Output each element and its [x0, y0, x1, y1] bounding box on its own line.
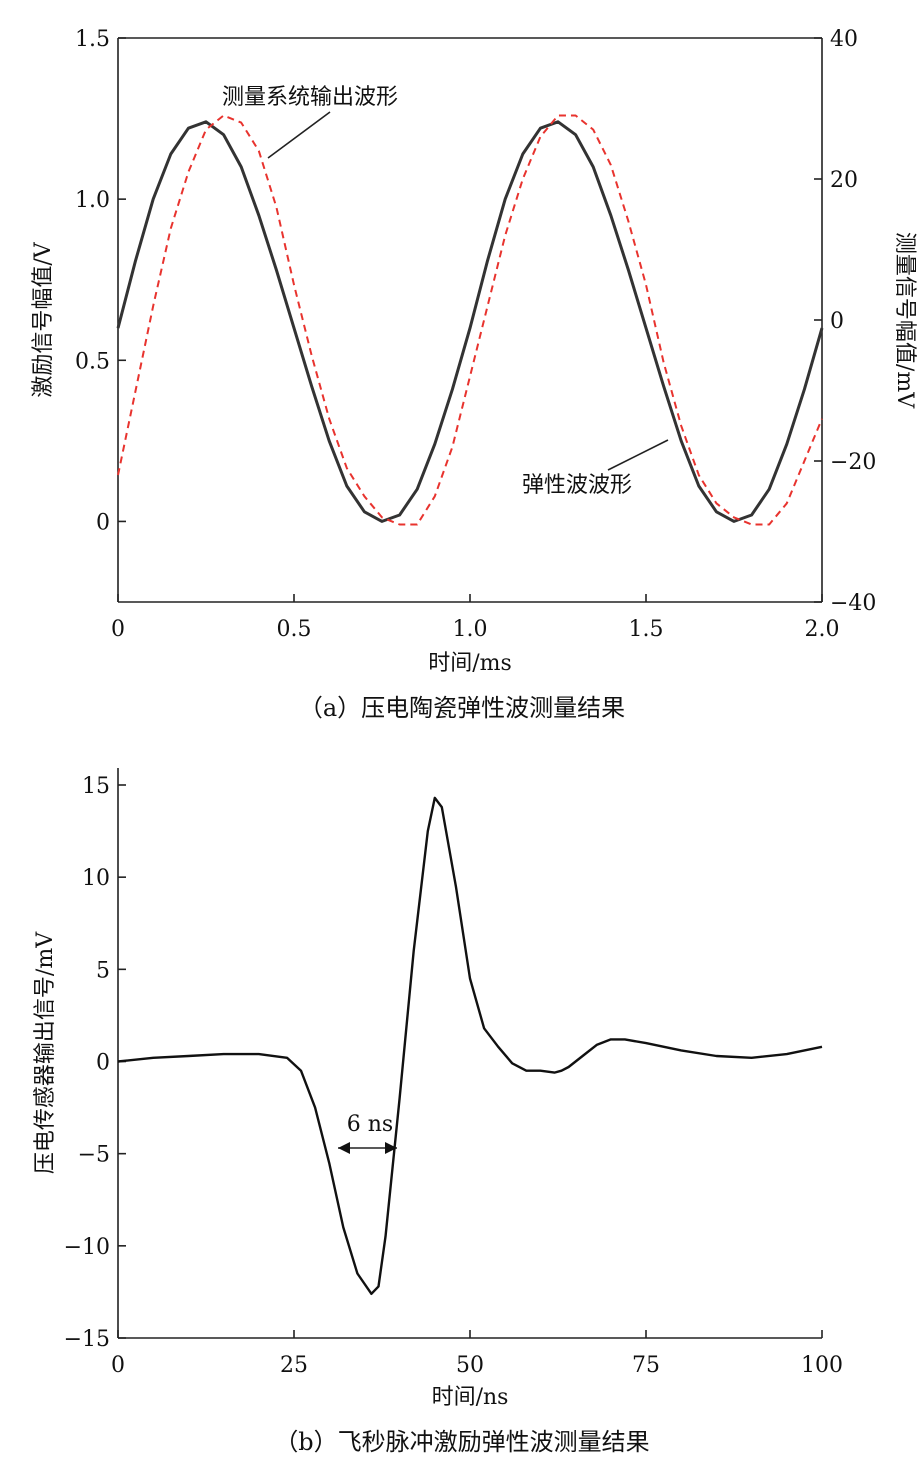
- chart-a: 0 0.5 1.0 1.5 2.0 0 0.5 1.0 1.5 −40 −20 0 20 40 测量系…: [31, 27, 917, 722]
- chart-a-ytick-left-label: 0.5: [75, 349, 110, 374]
- chart-b-series: [117, 796, 823, 1296]
- chart-a-ytick-right-label: 40: [830, 27, 858, 52]
- chart-b-xtick-label: 0: [111, 1353, 125, 1378]
- series-elastic-wave-line: [116, 120, 824, 523]
- chart-a-xtick-label: 0: [111, 617, 125, 642]
- chart-a-ytick-left-label: 1.5: [75, 27, 110, 52]
- chart-b-ytick-label: −10: [64, 1235, 110, 1260]
- chart-a-ytick-left-label: 0: [96, 510, 110, 535]
- series-sensor-output-line: [117, 796, 823, 1296]
- chart-b-xtick-label: 50: [456, 1353, 484, 1378]
- chart-a-y-ticks-right: −40 −20 0 20 40: [814, 27, 876, 616]
- chart-b-x-ticks: 0 25 50 75 100: [111, 1330, 843, 1378]
- chart-a-series: [116, 114, 824, 526]
- chart-b: 0 25 50 75 100 −15 −10 −5 0 5 10 15 6 ns 时间/ns 压电传…: [33, 768, 843, 1456]
- chart-a-x-ticks: 0 0.5 1.0 1.5 2.0: [111, 594, 840, 642]
- pulse-width-arrow-left: [338, 1142, 350, 1154]
- annotation-elastic-wave: 弹性波波形: [522, 473, 632, 498]
- pulse-width-arrow-right: [385, 1142, 397, 1154]
- series-measure-output-line: [117, 114, 823, 526]
- chart-a-ytick-right-label: −40: [830, 591, 876, 616]
- annotation-leader-measure: [267, 111, 331, 159]
- chart-a-ytick-right-label: −20: [830, 450, 876, 475]
- chart-b-y-ticks: −15 −10 −5 0 5 10 15: [64, 774, 126, 1352]
- pulse-width-marker: 6 ns: [338, 1112, 397, 1154]
- pulse-width-label: 6 ns: [347, 1112, 393, 1137]
- chart-b-xtick-label: 25: [280, 1353, 308, 1378]
- chart-b-ytick-label: −15: [64, 1327, 110, 1352]
- chart-a-ylabel-left: 激励信号幅值/V: [31, 241, 56, 397]
- chart-a-ytick-right-label: 20: [830, 168, 858, 193]
- chart-a-y-ticks-left: 0 0.5 1.0 1.5: [75, 27, 126, 535]
- chart-b-xtick-label: 75: [632, 1353, 660, 1378]
- chart-b-ylabel: 压电传感器输出信号/mV: [33, 931, 58, 1174]
- chart-a-xtick-label: 2.0: [805, 617, 840, 642]
- chart-b-xtick-label: 100: [801, 1353, 843, 1378]
- chart-a-xtick-label: 1.0: [453, 617, 488, 642]
- chart-b-ytick-label: 5: [96, 958, 110, 983]
- chart-a-xtick-label: 0.5: [277, 617, 312, 642]
- chart-a-xtick-label: 1.5: [629, 617, 664, 642]
- chart-a-xlabel: 时间/ms: [428, 651, 512, 676]
- annotation-measure-output: 测量系统输出波形: [222, 85, 398, 110]
- chart-b-ytick-label: 10: [82, 866, 110, 891]
- chart-b-ytick-label: 0: [96, 1051, 110, 1076]
- chart-a-ytick-left-label: 1.0: [75, 188, 110, 213]
- chart-a-caption: （a）压电陶瓷弹性波测量结果: [299, 694, 625, 722]
- chart-a-ytick-right-label: 0: [830, 309, 844, 334]
- chart-a-ylabel-right: 测量信号幅值/mV: [892, 232, 917, 409]
- chart-b-xlabel: 时间/ns: [432, 1385, 509, 1410]
- annotation-leader-elastic: [607, 439, 669, 471]
- chart-b-caption: （b）飞秒脉冲激励弹性波测量结果: [274, 1428, 649, 1456]
- chart-b-ytick-label: −5: [78, 1143, 110, 1168]
- chart-a-plot-area: [117, 37, 823, 603]
- chart-b-ytick-label: 15: [82, 774, 110, 799]
